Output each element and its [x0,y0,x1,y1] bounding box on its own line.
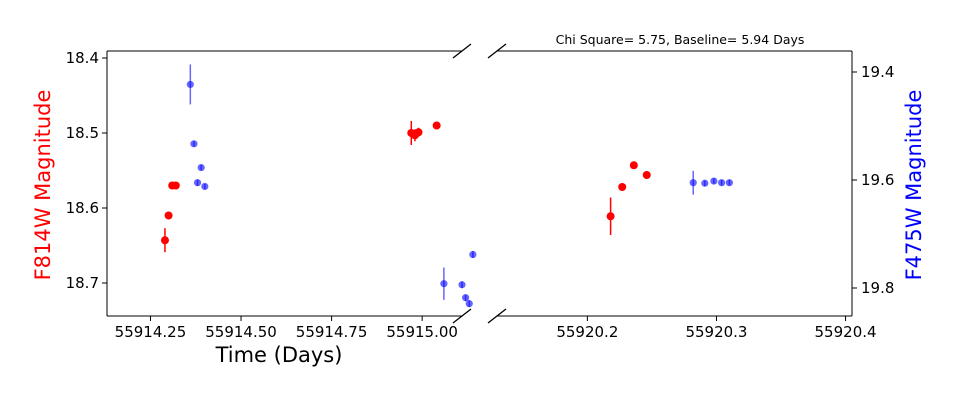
x-tick-label: 55920.4 [815,323,877,341]
chart-title: Chi Square= 5.75, Baseline= 5.94 Days [556,32,805,47]
axis-ticks: 55914.25 55914.50 55914.75 55915.00 55920.2 5… [66,49,895,341]
data-point [642,171,651,179]
data-point [197,163,205,172]
left-y-tick-label: 18.4 [66,49,99,67]
data-point [201,182,209,191]
data-point [618,183,627,191]
x-axis-label: Time (Days) [215,343,343,367]
x-tick-label: 55920.2 [556,323,618,341]
data-point [414,128,423,137]
data-marks [160,64,733,308]
data-point [171,181,180,190]
x-tick-label: 55914.50 [205,323,277,341]
axis-break-mark [452,308,472,324]
data-point [462,294,470,302]
x-tick-label: 55914.25 [115,323,187,341]
data-point [432,121,441,130]
axes-frames [106,43,853,324]
data-point [164,211,173,220]
data-point [190,140,198,148]
left-y-tick-label: 18.6 [66,199,99,217]
data-point [465,300,473,308]
data-point [606,212,615,221]
f814w-series [160,121,651,253]
right-y-tick-label: 19.4 [861,63,894,81]
data-point [710,177,718,185]
data-point [629,161,638,170]
y-axis-label-left: F814W Magnitude [31,90,55,281]
axis-break-mark [487,308,507,324]
left-y-tick-label: 18.5 [66,124,99,142]
right-y-tick-label: 19.6 [861,171,894,189]
data-point [689,179,697,187]
f475w-series [186,64,733,308]
data-point [458,281,466,289]
data-point [701,179,709,187]
data-point [469,250,477,259]
left-y-tick-label: 18.7 [66,274,99,292]
x-tick-label: 55915.00 [386,323,458,341]
axis-break-mark [487,43,507,59]
right-y-tick-label: 19.8 [861,279,894,297]
axis-break-mark [452,43,472,59]
data-point [160,236,169,245]
data-point [718,179,726,187]
y-axis-label-right: F475W Magnitude [902,90,926,281]
x-tick-label: 55914.75 [296,323,368,341]
data-point [725,179,733,187]
data-point [440,280,448,288]
data-point [193,179,202,187]
data-point [186,80,194,89]
x-tick-label: 55920.3 [685,323,747,341]
